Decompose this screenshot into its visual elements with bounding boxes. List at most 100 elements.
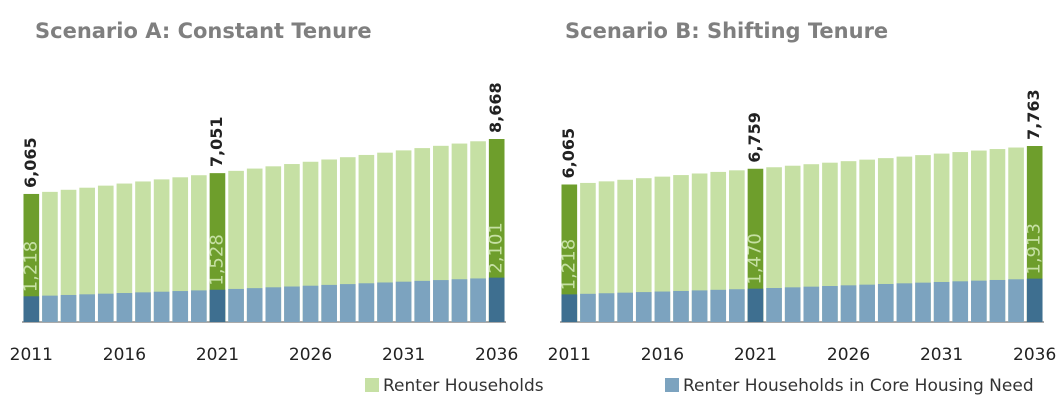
value-label: 6,759 — [745, 112, 764, 163]
bar — [246, 168, 263, 322]
bar — [433, 145, 449, 322]
bar — [395, 150, 412, 322]
bar — [414, 280, 431, 322]
value-label: 6,065 — [559, 128, 578, 179]
bar — [79, 294, 95, 322]
chart-title: Scenario B: Shifting Tenure — [565, 19, 888, 43]
bar — [377, 282, 393, 322]
x-tick-label: 2011 — [548, 345, 591, 365]
bar — [580, 293, 596, 322]
x-tick-label: 2016 — [103, 345, 146, 365]
bar — [822, 162, 838, 322]
bar — [877, 283, 894, 322]
bar — [729, 170, 745, 322]
bar — [395, 281, 412, 322]
legend-swatch — [365, 378, 379, 392]
bar — [896, 156, 913, 322]
value-label: 1,528 — [206, 234, 227, 286]
value-label: 7,763 — [1024, 89, 1043, 140]
value-label: 2,101 — [486, 222, 507, 274]
legend-label: Renter Households — [383, 376, 544, 396]
bar — [673, 290, 689, 322]
bar — [191, 175, 207, 322]
bar — [1008, 147, 1024, 322]
x-tick-label: 2016 — [641, 345, 684, 365]
bar — [116, 293, 133, 322]
bar — [246, 288, 263, 322]
bar — [952, 281, 969, 322]
bar — [766, 287, 782, 322]
bar — [97, 185, 114, 322]
bar — [747, 168, 764, 322]
bar — [561, 294, 578, 322]
bar — [710, 289, 727, 322]
bar — [191, 290, 207, 322]
bar — [933, 153, 950, 322]
x-tick-label: 2011 — [10, 345, 53, 365]
bar — [321, 284, 337, 322]
bar — [23, 193, 40, 322]
bar — [896, 283, 913, 322]
bar — [284, 164, 300, 322]
bar — [877, 158, 894, 322]
x-tick-label: 2026 — [827, 345, 870, 365]
bar — [470, 141, 486, 322]
bar — [60, 189, 77, 322]
bar — [265, 287, 282, 322]
bar — [321, 159, 337, 322]
bar — [358, 154, 375, 322]
bar — [561, 184, 578, 322]
bar — [803, 286, 820, 322]
bar — [784, 165, 801, 322]
x-tick-label: 2021 — [196, 345, 239, 365]
bar — [116, 183, 133, 322]
bar — [580, 182, 596, 322]
bar — [691, 290, 708, 322]
bar — [654, 176, 671, 322]
bar — [302, 285, 319, 322]
x-tick-label: 2021 — [734, 345, 777, 365]
bar — [617, 179, 633, 322]
bar — [172, 177, 189, 322]
legend-label: Renter Households in Core Housing Need — [683, 376, 1034, 396]
bar — [598, 293, 615, 322]
bar — [377, 152, 393, 322]
bar — [1026, 278, 1043, 322]
bar — [209, 173, 226, 322]
bar — [933, 281, 950, 322]
bar — [302, 161, 319, 322]
bar — [803, 164, 820, 322]
x-tick-label: 2031 — [382, 345, 425, 365]
x-tick-label: 2026 — [289, 345, 332, 365]
bar — [153, 179, 170, 322]
bar — [654, 291, 671, 322]
bar — [42, 191, 58, 322]
value-label: 6,065 — [21, 137, 40, 188]
x-tick-label: 2036 — [475, 345, 518, 365]
bar — [60, 294, 77, 322]
bar — [915, 282, 931, 322]
bar — [135, 292, 151, 322]
bar — [952, 152, 969, 322]
bar — [470, 278, 486, 322]
bar — [598, 181, 615, 322]
bar — [488, 139, 505, 322]
bar — [915, 155, 931, 322]
bar — [79, 187, 95, 322]
bar — [265, 166, 282, 322]
value-label: 8,668 — [486, 82, 505, 133]
bar — [673, 175, 689, 322]
bar — [710, 171, 727, 322]
bar — [451, 143, 468, 322]
bar — [840, 285, 857, 322]
bar — [859, 159, 875, 322]
value-label: 1,470 — [744, 233, 765, 285]
value-label: 7,051 — [207, 117, 226, 168]
bar — [172, 291, 189, 322]
bar — [784, 287, 801, 322]
bar — [635, 178, 652, 322]
bar — [42, 295, 58, 322]
bar — [23, 296, 40, 322]
bar — [822, 285, 838, 322]
bar — [135, 181, 151, 322]
